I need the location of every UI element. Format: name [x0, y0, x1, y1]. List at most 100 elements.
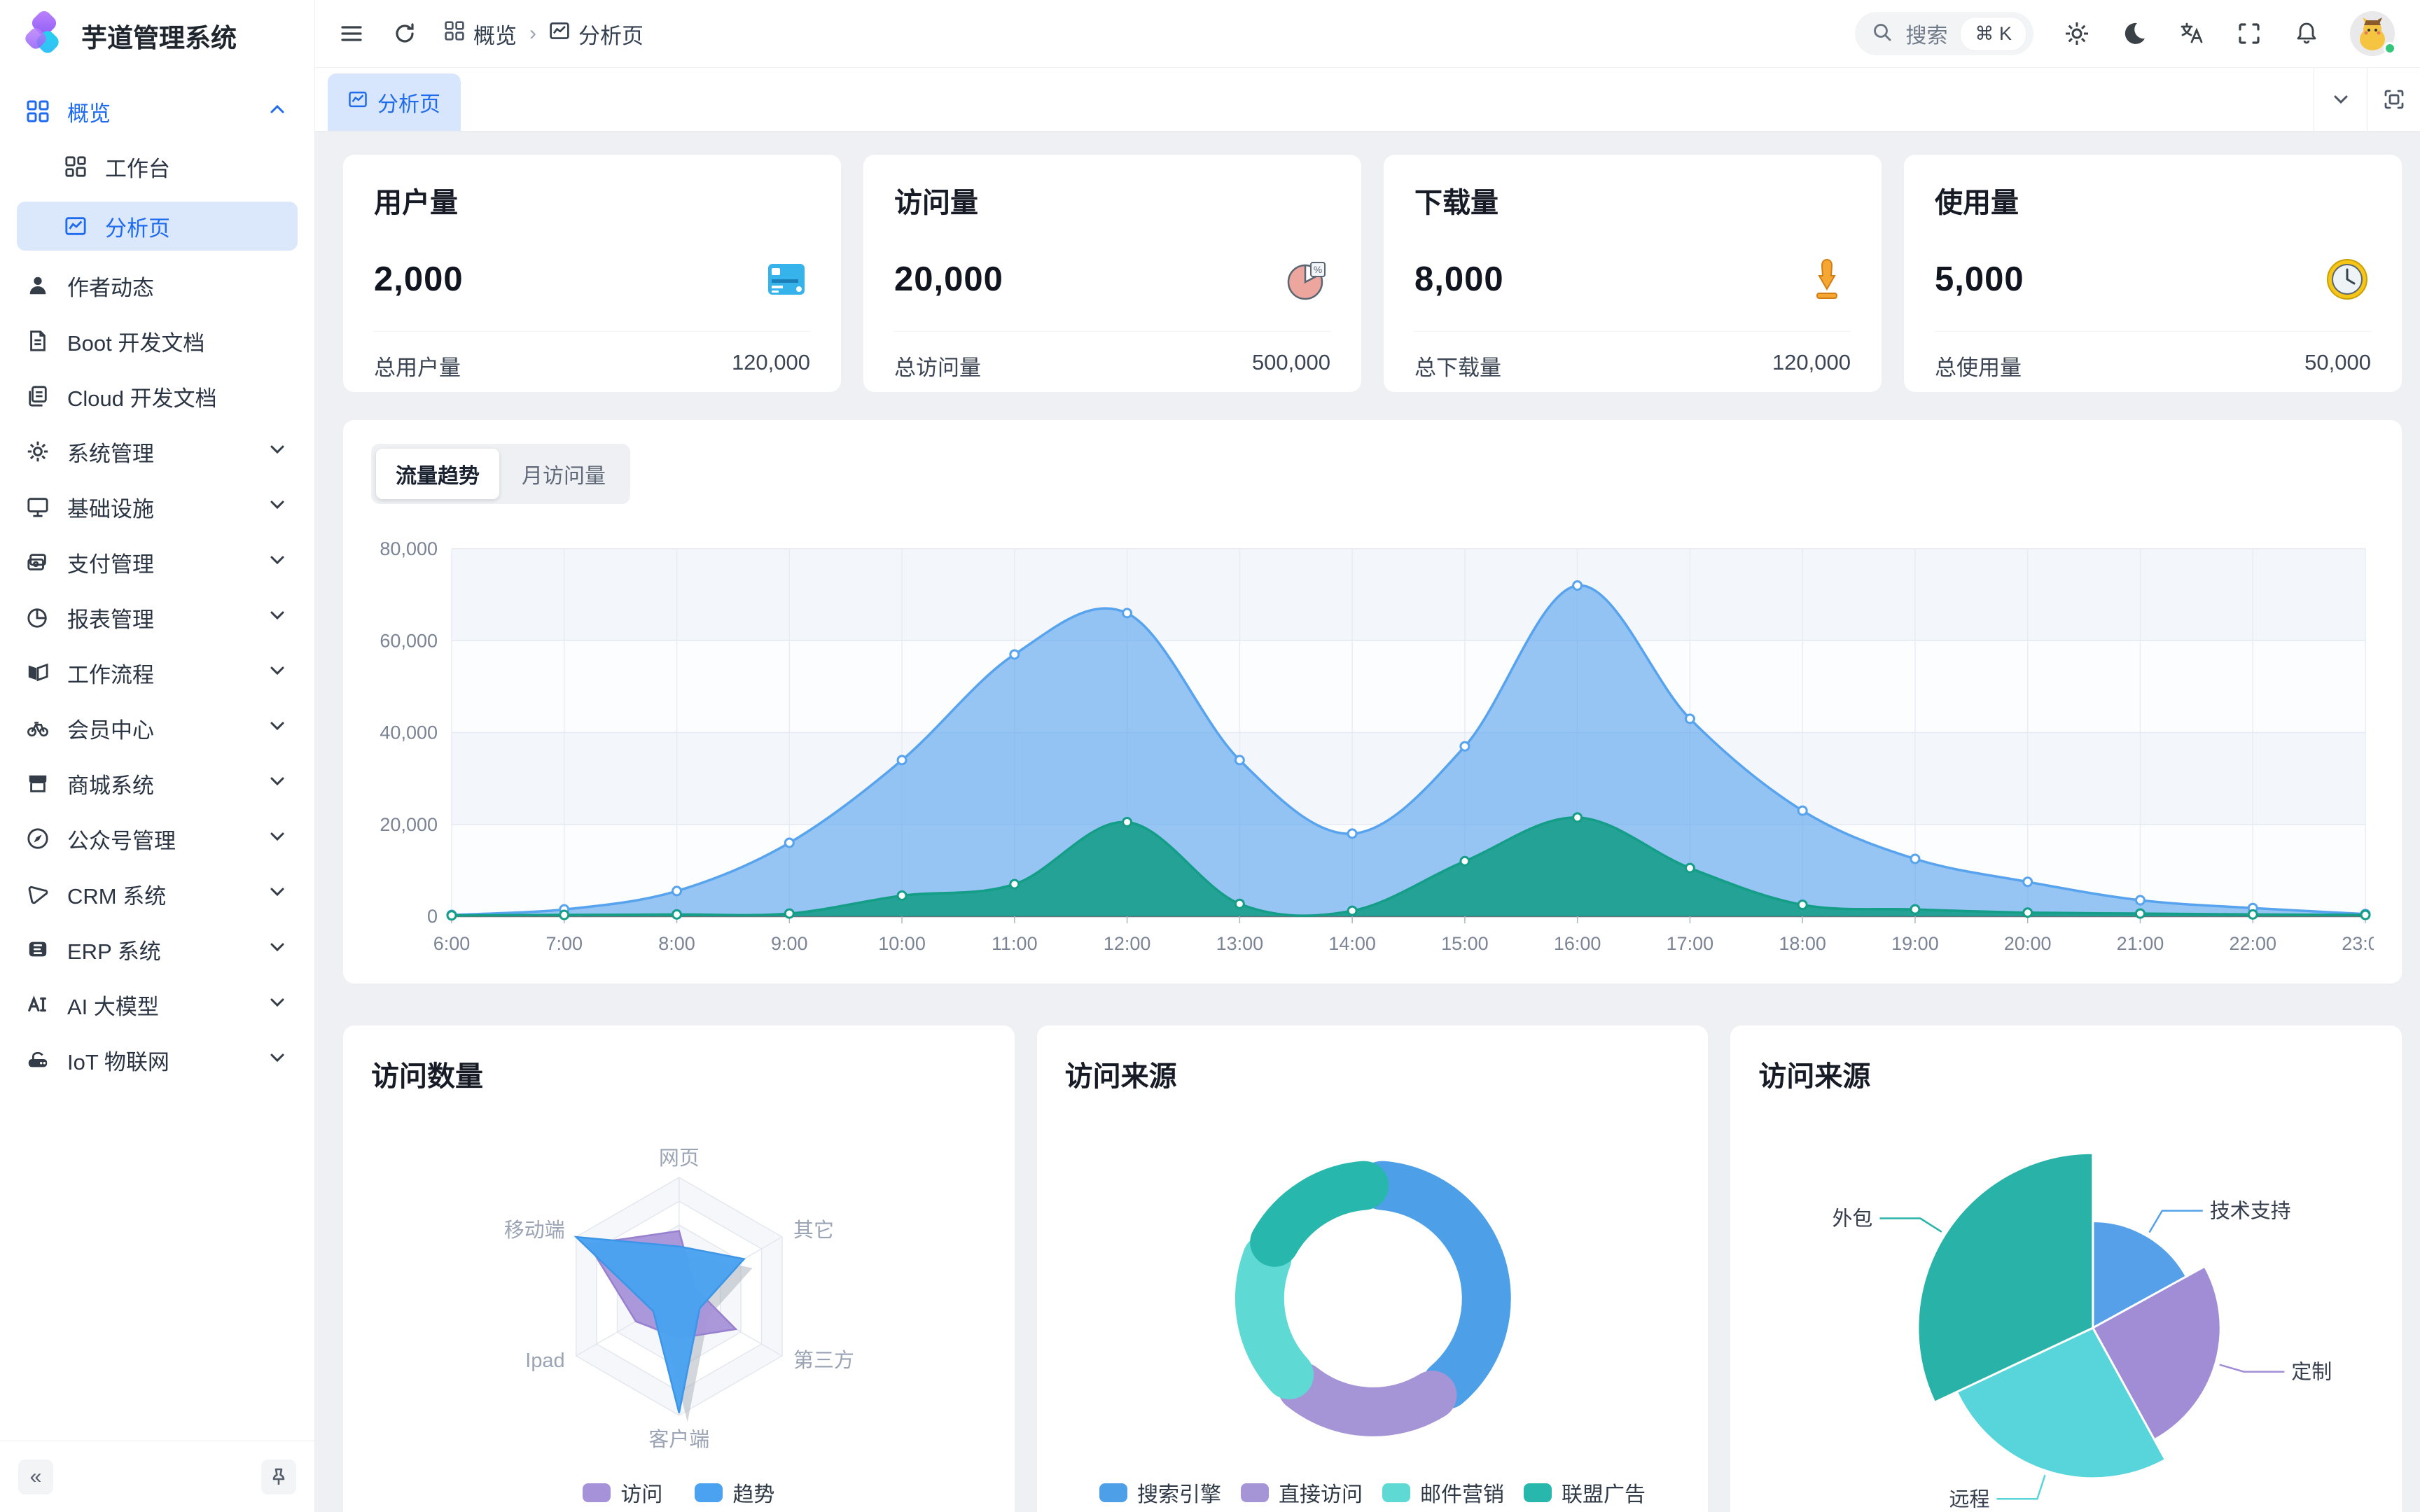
- notifications-bell-icon[interactable]: [2293, 20, 2321, 48]
- breadcrumb: 概览 › 分析页: [444, 18, 644, 50]
- stat-card-visits: 访问量 20,000 % 总访问量 500,000: [863, 155, 1361, 392]
- legend-item-direct[interactable]: 直接访问: [1240, 1477, 1363, 1508]
- chevron-down-icon: [268, 715, 286, 741]
- chart-icon: [63, 214, 88, 239]
- svg-text:19:00: 19:00: [1891, 933, 1939, 954]
- topbar: 概览 › 分析页 搜索 ⌘ K: [315, 0, 2420, 68]
- sidebar-item-member-center[interactable]: 会员中心: [17, 708, 298, 748]
- sidebar-item-infrastructure[interactable]: 基础设施: [17, 486, 298, 527]
- stat-value: 2,000: [374, 260, 464, 298]
- svg-text:60,000: 60,000: [380, 630, 438, 651]
- chart-icon: [549, 20, 570, 47]
- sidebar-item-reports[interactable]: 报表管理: [17, 597, 298, 638]
- svg-text:第三方: 第三方: [793, 1350, 854, 1372]
- tab-traffic-trend[interactable]: 流量趋势: [376, 449, 499, 499]
- legend-item-visit[interactable]: 访问: [583, 1477, 662, 1508]
- legend-swatch: [583, 1483, 611, 1502]
- chevron-down-icon: [268, 494, 286, 519]
- workflow-icon: [25, 660, 50, 685]
- legend-item-email[interactable]: 邮件营销: [1382, 1477, 1504, 1508]
- dark-mode-moon-icon[interactable]: [2120, 20, 2148, 48]
- breadcrumb-analysis[interactable]: 分析页: [549, 18, 644, 50]
- sidebar-item-official-account[interactable]: 公众号管理: [17, 818, 298, 859]
- svg-text:23:00: 23:00: [2342, 933, 2374, 954]
- radar-legend: 访问 趋势: [343, 1477, 1015, 1508]
- tab-monthly-visits[interactable]: 月访问量: [502, 449, 625, 499]
- pin-sidebar-button[interactable]: [261, 1459, 296, 1494]
- sidebar-item-workbench[interactable]: 工作台: [17, 146, 298, 187]
- chevron-down-icon: [268, 881, 286, 906]
- legend-swatch: [1523, 1483, 1552, 1502]
- sidebar-item-workflow[interactable]: 工作流程: [17, 652, 298, 693]
- legend-item-trend[interactable]: 趋势: [695, 1477, 774, 1508]
- svg-text:22:00: 22:00: [2229, 933, 2276, 954]
- documents-icon: [25, 384, 50, 409]
- fullscreen-icon[interactable]: [2235, 20, 2263, 48]
- sidebar-item-iot[interactable]: IoT 物联网: [17, 1040, 298, 1080]
- settings-gear-icon[interactable]: [2063, 20, 2091, 48]
- clock-icon: [2323, 255, 2371, 303]
- panel-title: 访问来源: [1064, 1061, 1177, 1092]
- collapse-sidebar-button[interactable]: «: [18, 1459, 53, 1494]
- stat-value: 8,000: [1414, 260, 1504, 298]
- language-translate-icon[interactable]: [2178, 20, 2206, 48]
- svg-text:0: 0: [427, 906, 438, 927]
- sidebar-item-erp[interactable]: ERP 系统: [17, 929, 298, 969]
- legend-item-alliance-ads[interactable]: 联盟广告: [1523, 1477, 1646, 1508]
- sidebar-item-analysis[interactable]: 分析页: [17, 202, 298, 251]
- sidebar-item-crm[interactable]: CRM 系统: [17, 874, 298, 914]
- sidebar-item-overview[interactable]: 概览: [17, 91, 298, 132]
- stat-footer-label: 总下载量: [1414, 356, 1501, 380]
- stat-title: 访问量: [894, 188, 978, 218]
- svg-text:20:00: 20:00: [2004, 933, 2052, 954]
- sidebar-item-payment[interactable]: 支付管理: [17, 542, 298, 582]
- sidebar-item-system[interactable]: 系统管理: [17, 431, 298, 472]
- refresh-icon[interactable]: [391, 20, 419, 48]
- donut-legend: 搜索引擎 直接访问 邮件营销 联盟广告: [1037, 1477, 1709, 1508]
- stat-footer-value: 500,000: [1251, 350, 1330, 374]
- svg-text:网页: 网页: [659, 1147, 700, 1170]
- trend-tabs: 流量趋势 月访问量: [371, 444, 630, 504]
- tabbar: 分析页: [315, 68, 2420, 132]
- svg-text:9:00: 9:00: [771, 933, 808, 954]
- logo-row[interactable]: 芋道管理系统: [0, 0, 314, 71]
- hamburger-menu-icon[interactable]: [338, 20, 366, 48]
- tab-list-chevron-button[interactable]: [2314, 68, 2367, 131]
- svg-text:移动端: 移动端: [504, 1219, 565, 1242]
- breadcrumb-overview[interactable]: 概览: [444, 18, 517, 50]
- svg-text:8:00: 8:00: [658, 933, 695, 954]
- topbar-actions: 搜索 ⌘ K: [1855, 11, 2396, 56]
- stats-grid: 用户量 2,000 总用户量 120,000 访问量 20,000 %: [343, 155, 2402, 392]
- svg-text:17:00: 17:00: [1667, 933, 1714, 954]
- compass-icon: [25, 826, 50, 851]
- visit-count-card: 访问数量 网页 其它 第三方 客户端 Ipad 移动端 访问 趋势: [343, 1026, 1015, 1512]
- stat-card-usage: 使用量 5,000 总使用量 50,000: [1904, 155, 2402, 392]
- svg-text:13:00: 13:00: [1216, 933, 1264, 954]
- stat-footer-label: 总访问量: [894, 356, 981, 380]
- legend-swatch: [695, 1483, 723, 1502]
- pie-chart-icon: [25, 605, 50, 630]
- sidebar-item-ai[interactable]: AI 大模型: [17, 984, 298, 1025]
- chevron-down-icon: [268, 550, 286, 575]
- tab-analysis[interactable]: 分析页: [328, 74, 461, 131]
- ai-icon: [25, 992, 50, 1017]
- svg-text:外包: 外包: [1833, 1208, 1873, 1231]
- svg-text:80,000: 80,000: [380, 538, 438, 559]
- legend-swatch: [1099, 1483, 1127, 1502]
- chevron-down-icon: [268, 771, 286, 796]
- sidebar-footer: «: [0, 1441, 314, 1512]
- sidebar-item-mall[interactable]: 商城系统: [17, 763, 298, 804]
- search-input[interactable]: 搜索 ⌘ K: [1855, 12, 2033, 55]
- tabbar-controls: [2314, 68, 2420, 131]
- sidebar-item-cloud-docs[interactable]: Cloud 开发文档: [17, 376, 298, 416]
- chevron-down-icon: [268, 937, 286, 962]
- maximize-content-button[interactable]: [2367, 68, 2420, 131]
- legend-item-search-engine[interactable]: 搜索引擎: [1099, 1477, 1221, 1508]
- user-avatar[interactable]: [2350, 11, 2396, 56]
- svg-text:14:00: 14:00: [1328, 933, 1376, 954]
- sidebar-item-author-news[interactable]: 作者动态: [17, 265, 298, 306]
- sidebar-item-boot-docs[interactable]: Boot 开发文档: [17, 321, 298, 361]
